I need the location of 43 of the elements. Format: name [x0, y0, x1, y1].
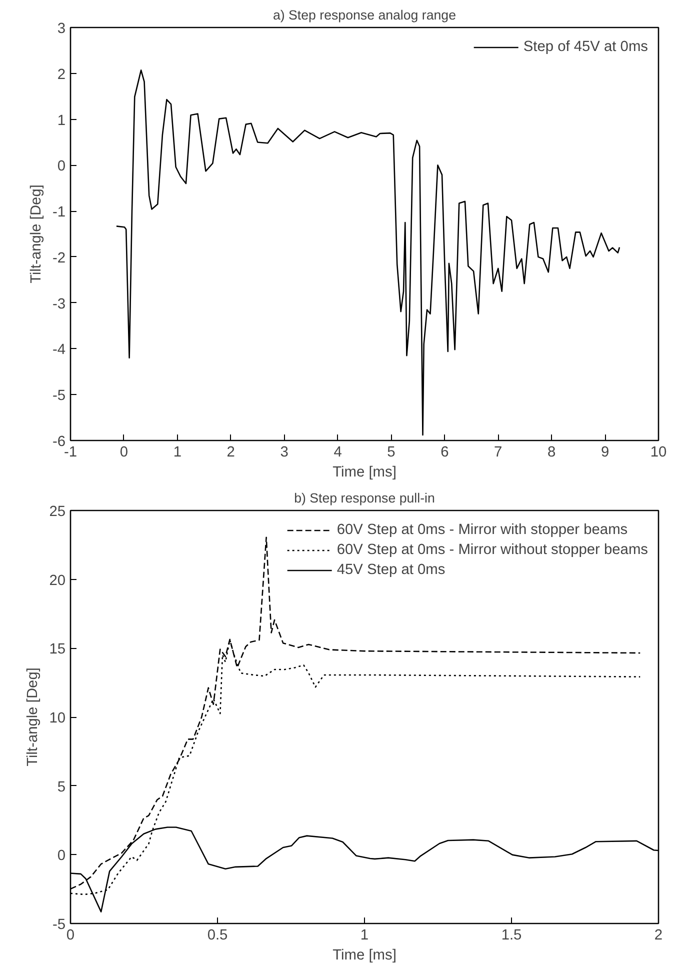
x-tick-label: 2 — [226, 444, 235, 460]
x-tick-label: 1 — [173, 444, 182, 460]
x-tick-label: 6 — [440, 444, 449, 460]
legend-label: 45V Step at 0ms — [336, 562, 446, 578]
x-tick-label: 5 — [387, 444, 396, 460]
x-tick-label: 2 — [654, 928, 663, 944]
line-series — [116, 70, 620, 436]
x-tick-label: 0 — [120, 444, 128, 460]
y-tick-label: 0 — [57, 158, 66, 175]
chart-title: a) Step response analog range — [272, 8, 456, 22]
y-tick-label: 10 — [49, 710, 66, 726]
y-tick-label: 15 — [49, 642, 66, 658]
y-tick-label: -4 — [52, 342, 66, 358]
y-tick-label: 0 — [57, 848, 66, 864]
legend-label: 60V Step at 0ms - Mirror without stopper beams — [336, 542, 648, 558]
legend-label: 60V Step at 0ms - Mirror with stopper beams — [336, 522, 628, 538]
y-tick-label: -6 — [52, 434, 66, 450]
x-tick-label: 1.5 — [501, 928, 522, 944]
x-tick-label: 0.5 — [207, 928, 228, 944]
x-axis-title: Time [ms] — [332, 464, 396, 480]
x-tick-label: 7 — [494, 444, 502, 460]
y-tick-label: -5 — [52, 917, 66, 933]
x-axis-title: Time [ms] — [332, 948, 396, 964]
x-tick-label: 8 — [548, 444, 556, 460]
x-tick-label: 3 — [280, 444, 288, 460]
y-tick-label: 3 — [57, 21, 66, 37]
x-tick-label: 4 — [334, 444, 342, 460]
x-tick-label: 9 — [600, 444, 610, 460]
x-tick-label: 10 — [650, 444, 667, 460]
y-tick-label: 2 — [57, 66, 66, 83]
y-tick-label: 5 — [57, 779, 66, 796]
x-tick-label: 1 — [360, 928, 369, 944]
y-tick-label: -2 — [52, 250, 66, 266]
legend-label: Step of 45V at 0ms — [523, 39, 648, 55]
y-tick-label: 25 — [49, 504, 66, 520]
y-axis-title: Tilt-angle [Deg] — [25, 668, 42, 766]
y-tick-label: -3 — [52, 296, 66, 312]
y-tick-label: 1 — [57, 112, 66, 129]
y-tick-label: 20 — [49, 572, 66, 589]
y-tick-label: -5 — [52, 388, 66, 404]
chart-title: b) Step response pull-in — [294, 490, 435, 506]
y-tick-label: -1 — [52, 204, 66, 221]
y-axis-title: Tilt-angle [Deg] — [28, 184, 44, 284]
